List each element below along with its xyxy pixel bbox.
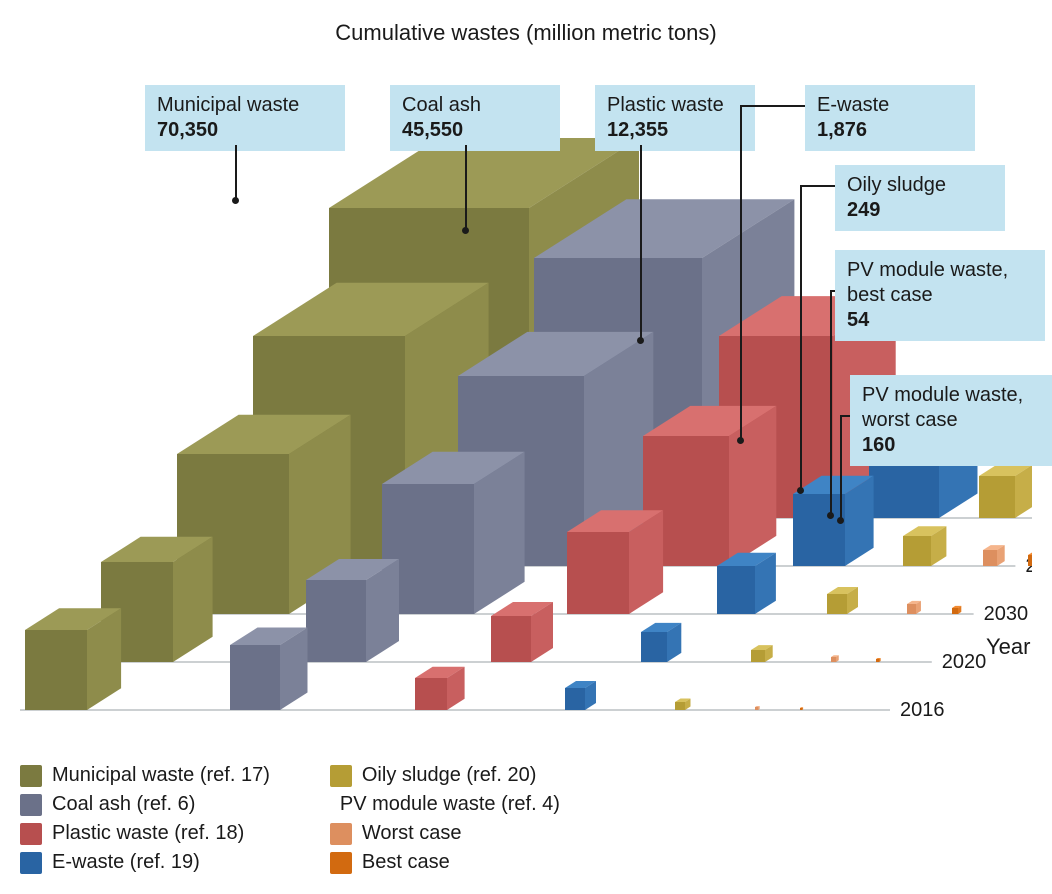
- callout-4: Oily sludge249: [835, 165, 1005, 231]
- callout-label: PV module waste, best case: [847, 258, 1033, 308]
- legend-swatch: [330, 852, 352, 874]
- legend-item: Worst case: [330, 822, 560, 845]
- leader-line: [840, 415, 842, 520]
- callout-label: Municipal waste: [157, 93, 333, 118]
- legend-label: Best case: [362, 851, 450, 874]
- legend-swatch: [330, 765, 352, 787]
- legend-swatch: [20, 823, 42, 845]
- callout-label: E-waste: [817, 93, 963, 118]
- legend-label: E-waste (ref. 19): [52, 851, 200, 874]
- chart-title: Cumulative wastes (million metric tons): [20, 20, 1032, 46]
- callout-value: 45,550: [402, 118, 548, 143]
- leader-line: [830, 290, 835, 292]
- leader-dot: [462, 227, 469, 234]
- year-label: 2030: [984, 603, 1029, 625]
- legend-item: Best case: [330, 851, 560, 874]
- callout-3: E-waste1,876: [805, 85, 975, 151]
- leader-line: [800, 185, 835, 187]
- legend-label: Municipal waste (ref. 17): [52, 764, 270, 787]
- leader-line: [465, 145, 467, 230]
- leader-line: [740, 105, 742, 440]
- legend-item: Oily sludge (ref. 20): [330, 764, 560, 787]
- legend-label: Oily sludge (ref. 20): [362, 764, 537, 787]
- legend-label: Worst case: [362, 822, 462, 845]
- callout-0: Municipal waste70,350: [145, 85, 345, 151]
- leader-line: [840, 415, 850, 417]
- leader-line: [800, 185, 802, 490]
- callout-value: 70,350: [157, 118, 333, 143]
- leader-line: [740, 105, 805, 107]
- callout-2: Plastic waste12,355: [595, 85, 755, 151]
- callout-value: 249: [847, 198, 993, 223]
- legend-item: Municipal waste (ref. 17): [20, 764, 270, 787]
- callout-label: Plastic waste: [607, 93, 743, 118]
- legend-swatch: [20, 852, 42, 874]
- leader-dot: [232, 197, 239, 204]
- legend-label: Plastic waste (ref. 18): [52, 822, 244, 845]
- cumulative-wastes-chart: Cumulative wastes (million metric tons) …: [20, 20, 1032, 874]
- legend-col-1: Municipal waste (ref. 17) Coal ash (ref. …: [20, 764, 270, 874]
- legend-item: PV module waste (ref. 4): [330, 793, 560, 816]
- callout-label: Oily sludge: [847, 173, 993, 198]
- legend-label: PV module waste (ref. 4): [340, 793, 560, 816]
- year-label: 2020: [942, 651, 987, 673]
- axis-year-label: Year: [986, 634, 1030, 659]
- callout-5: PV module waste, best case54: [835, 250, 1045, 341]
- callout-value: 12,355: [607, 118, 743, 143]
- callout-label: Coal ash: [402, 93, 548, 118]
- callout-label: PV module waste, worst case: [862, 383, 1048, 433]
- legend-label: Coal ash (ref. 6): [52, 793, 195, 816]
- callout-value: 54: [847, 308, 1033, 333]
- legend-item: E-waste (ref. 19): [20, 851, 270, 874]
- legend-item: Plastic waste (ref. 18): [20, 822, 270, 845]
- callout-value: 1,876: [817, 118, 963, 143]
- legend-swatch: [330, 823, 352, 845]
- leader-line: [640, 145, 642, 340]
- legend-item: Coal ash (ref. 6): [20, 793, 270, 816]
- leader-line: [830, 290, 832, 515]
- callout-1: Coal ash45,550: [390, 85, 560, 151]
- callout-6: PV module waste, worst case160: [850, 375, 1052, 466]
- leader-line: [235, 145, 237, 200]
- leader-dot: [637, 337, 644, 344]
- legend-swatch: [20, 765, 42, 787]
- legend-col-2: Oily sludge (ref. 20) PV module waste (re…: [330, 764, 560, 874]
- year-label: 2016: [900, 699, 945, 721]
- legend: Municipal waste (ref. 17) Coal ash (ref. …: [20, 764, 560, 874]
- callout-value: 160: [862, 433, 1048, 458]
- legend-swatch: [20, 794, 42, 816]
